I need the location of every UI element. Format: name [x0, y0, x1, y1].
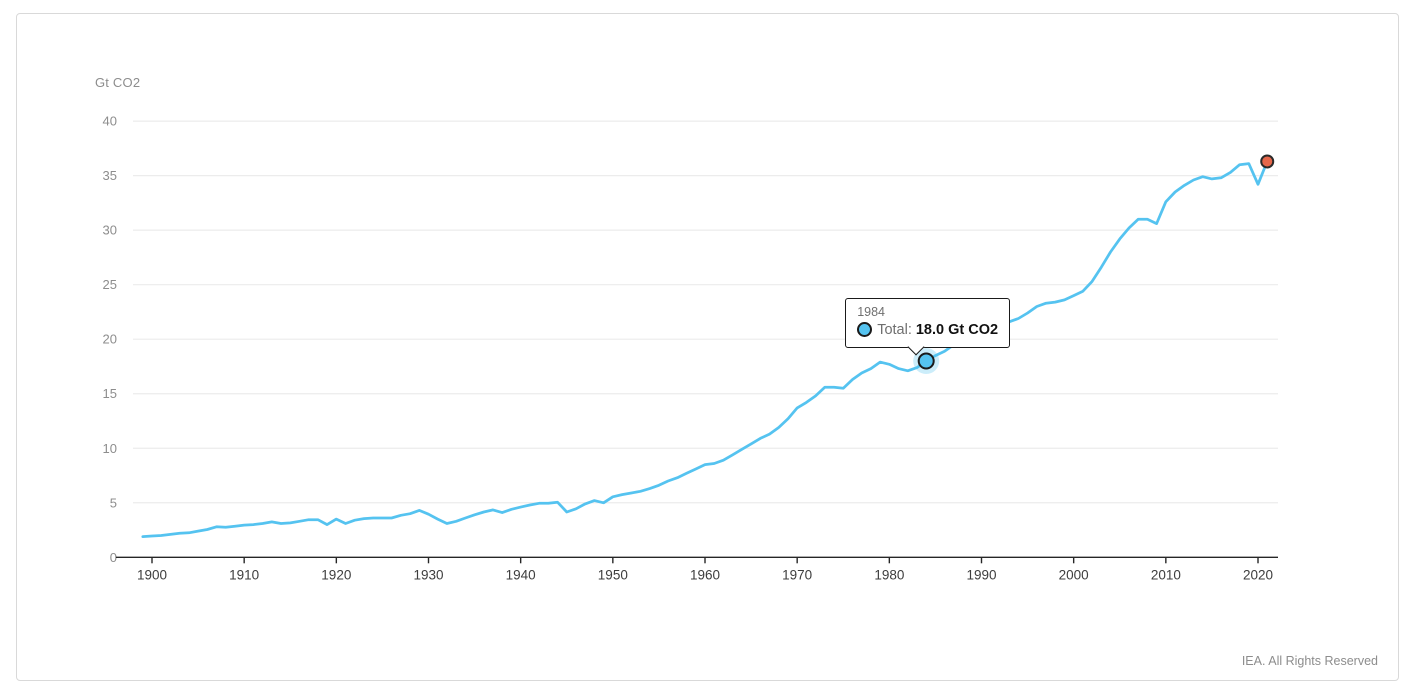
- y-tick-label: 25: [103, 277, 117, 292]
- latest-point-2021[interactable]: [1260, 154, 1275, 169]
- x-tick-label: 2000: [1059, 567, 1089, 582]
- tooltip-value-row: Total: 18.0 Gt CO2: [857, 320, 998, 340]
- x-tick-label: 2010: [1151, 567, 1181, 582]
- y-tick-label: 5: [110, 495, 117, 510]
- tooltip-series-label: Total:: [877, 321, 912, 338]
- x-tick-label: 1920: [321, 567, 351, 582]
- x-tick-label: 1970: [782, 567, 812, 582]
- y-tick-label: 0: [110, 550, 117, 565]
- tooltip-value-text: 18.0 Gt CO2: [915, 321, 999, 338]
- x-tick-label: 1900: [137, 567, 167, 582]
- y-tick-label: 15: [103, 386, 117, 401]
- x-tick-label: 1950: [598, 567, 628, 582]
- x-tick-label: 1980: [874, 567, 904, 582]
- x-tick-label: 1940: [506, 567, 536, 582]
- y-tick-label: 20: [103, 332, 117, 347]
- y-tick-label: 30: [103, 223, 117, 238]
- x-tick-label: 1960: [690, 567, 720, 582]
- x-tick-label: 2020: [1243, 567, 1273, 582]
- series-marker-icon: [857, 322, 873, 337]
- chart-card: [16, 13, 1399, 681]
- x-tick-label: 1930: [413, 567, 443, 582]
- copyright-text: IEA. All Rights Reserved: [1241, 654, 1378, 668]
- x-tick-label: 1910: [229, 567, 259, 582]
- y-tick-label: 35: [103, 168, 117, 183]
- y-axis-unit-label: Gt CO2: [95, 75, 141, 90]
- x-tick-label: 1990: [966, 567, 996, 582]
- highlighted-point-1984[interactable]: [917, 352, 935, 370]
- y-tick-label: 40: [103, 114, 117, 129]
- chart-tooltip: 1984 Total: 18.0 Gt CO2: [845, 297, 1011, 356]
- tooltip-year-label: 1984: [857, 304, 885, 319]
- y-tick-label: 10: [103, 441, 117, 456]
- co2-trend-line[interactable]: [141, 160, 1269, 538]
